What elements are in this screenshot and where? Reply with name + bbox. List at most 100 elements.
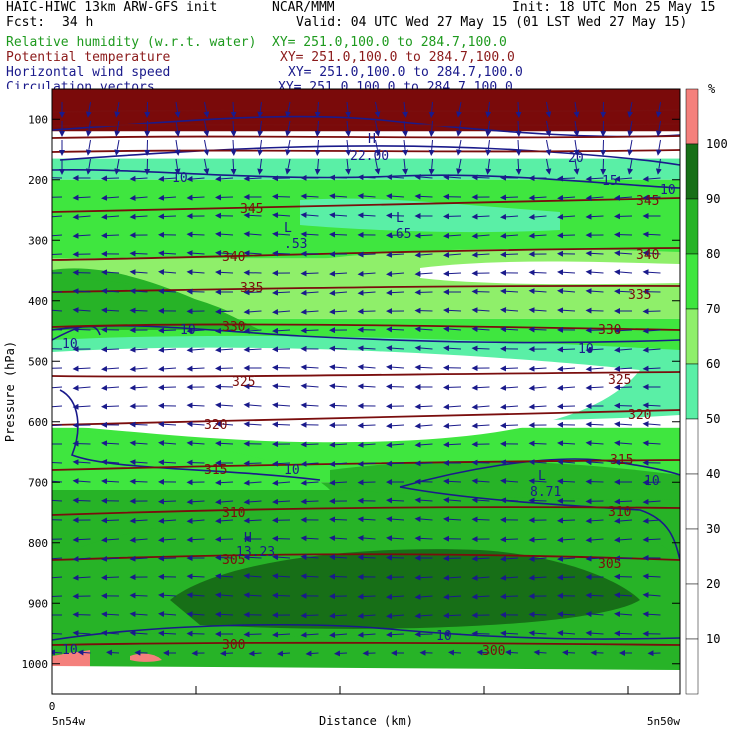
vector-arrow xyxy=(243,212,262,219)
vector-arrow xyxy=(443,251,462,258)
vector-arrow xyxy=(386,612,405,619)
vector-arrow xyxy=(528,365,547,372)
colorbar-label-100: 100 xyxy=(706,137,728,151)
wind-label-10: 10 xyxy=(284,463,300,478)
vector-arrow xyxy=(300,498,319,505)
vector-arrow xyxy=(655,158,662,175)
vector-arrow xyxy=(443,574,462,581)
wind-label-10: 10 xyxy=(62,643,78,658)
wind-label-10: 10 xyxy=(180,323,196,338)
vector-arrow xyxy=(300,193,319,200)
vector-arrow xyxy=(614,175,633,182)
vector-arrow xyxy=(158,175,177,182)
vector-arrow xyxy=(414,593,433,600)
vector-arrow xyxy=(627,139,634,156)
vector-arrow xyxy=(329,479,348,486)
vector-arrow xyxy=(158,592,177,599)
vector-arrow xyxy=(129,288,148,295)
vector-arrow xyxy=(243,554,262,561)
vector-arrow xyxy=(300,231,319,238)
vector-arrow xyxy=(614,194,633,201)
colorbar-swatch-3 xyxy=(685,253,699,310)
field-rh-name: Relative humidity (w.r.t. water) xyxy=(6,35,257,50)
vector-arrow xyxy=(243,383,262,390)
vector-arrow xyxy=(129,269,148,276)
vector-arrow xyxy=(129,611,148,618)
vector-arrow xyxy=(528,194,547,201)
vector-arrow xyxy=(386,441,405,448)
vector-arrow xyxy=(158,459,177,466)
colorbar-swatch-5 xyxy=(685,363,699,420)
vector-arrow xyxy=(443,612,462,619)
vector-arrow xyxy=(272,308,291,315)
field-theta-xy: XY= 251.0,100.0 to 284.7,100.0 xyxy=(280,50,515,65)
vector-arrow xyxy=(272,421,291,428)
vector-arrow xyxy=(300,573,319,580)
theta-line-10 xyxy=(52,459,680,471)
vector-arrow xyxy=(101,365,120,372)
vector-arrow xyxy=(402,139,409,156)
colorbar: 100 90 80 70 60 50 40 30 20 10% xyxy=(685,82,728,695)
vector-arrow xyxy=(545,101,552,118)
field-wind-xy: XY= 251.0,100.0 to 284.7,100.0 xyxy=(288,65,523,80)
vector-arrow xyxy=(272,231,291,238)
vector-arrow xyxy=(515,139,522,156)
vector-arrow xyxy=(456,120,462,137)
vector-arrow xyxy=(174,158,181,175)
vector-arrow xyxy=(85,158,92,175)
vector-arrow xyxy=(215,421,234,428)
vector-arrow xyxy=(573,139,580,156)
vector-arrow xyxy=(329,535,348,542)
vector-arrow xyxy=(72,478,91,485)
theta-label-315: 315 xyxy=(610,453,633,468)
vector-arrow xyxy=(627,158,634,175)
vector-arrow xyxy=(186,231,205,238)
vector-arrow xyxy=(573,158,580,175)
vector-arrow xyxy=(186,365,205,372)
colorbar-swatch-4 xyxy=(685,308,699,365)
vector-arrow xyxy=(655,139,662,156)
vector-arrow xyxy=(129,440,148,447)
theta-label-305: 305 xyxy=(598,557,621,572)
vector-arrow xyxy=(72,497,91,504)
vector-arrow xyxy=(533,649,547,656)
vector-arrow xyxy=(215,573,234,580)
vector-arrow xyxy=(129,555,148,562)
vector-arrow xyxy=(72,384,91,391)
vector-arrow xyxy=(585,346,604,353)
vector-arrow xyxy=(642,536,661,543)
vector-arrow xyxy=(186,421,205,428)
vector-arrow xyxy=(272,573,291,580)
vector-arrow xyxy=(471,384,490,391)
vector-arrow xyxy=(500,307,519,314)
vector-arrow xyxy=(72,459,91,466)
vector-arrow xyxy=(414,364,433,371)
vector-arrow xyxy=(329,460,348,467)
vector-arrow xyxy=(557,555,576,562)
vector-arrow xyxy=(500,555,519,562)
vector-arrow xyxy=(557,213,576,220)
annotation-value-0: .53 xyxy=(284,237,307,252)
vector-arrow xyxy=(243,346,262,353)
theta-line-3 xyxy=(52,149,680,153)
wind-line-3 xyxy=(59,389,321,481)
wind-label-10: 10 xyxy=(660,183,676,198)
rh-region-10 xyxy=(170,549,640,629)
vector-arrow xyxy=(585,517,604,524)
vector-arrow xyxy=(114,120,121,137)
y-axis: 100 200 300 400 500 600 700 800 900 1000 Pressure … xyxy=(3,113,680,671)
theta-label-320: 320 xyxy=(204,418,227,433)
theta-label-335: 335 xyxy=(628,288,651,303)
vector-arrow xyxy=(642,421,661,428)
vector-arrow xyxy=(101,307,120,314)
vector-arrow xyxy=(573,101,580,118)
vector-arrow xyxy=(300,327,319,334)
vector-arrow xyxy=(257,139,264,156)
wind-label-20: 20 xyxy=(568,151,584,166)
vector-arrow xyxy=(52,649,63,656)
vector-arrow xyxy=(585,194,604,201)
vector-arrow xyxy=(72,288,91,295)
annotation-value-4: 22.00 xyxy=(350,149,389,164)
valid-time: Valid: 04 UTC Wed 27 May 15 (01 LST Wed … xyxy=(296,15,688,30)
vector-arrow xyxy=(585,250,604,257)
